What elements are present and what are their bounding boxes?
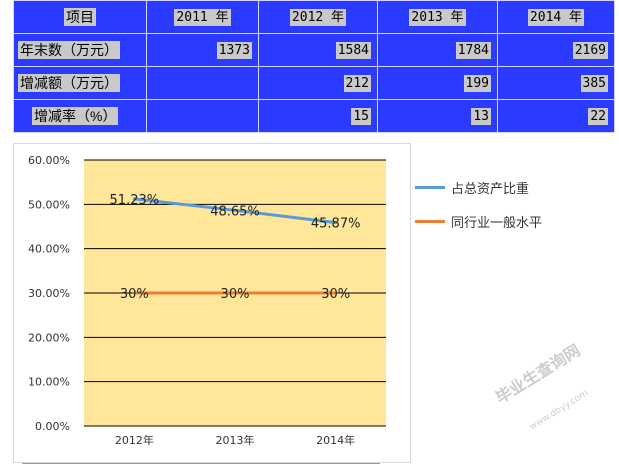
y-tick-label: 10.00% [28,376,70,389]
watermark-url: www.dbyy.com [528,388,591,433]
series-point [233,291,237,295]
data-label: 30% [321,287,350,302]
table-header-row: 项目 2011 年 2012 年 2013 年 2014 年 [13,0,615,34]
table-row: 增减率（%） 15 13 22 [13,99,615,133]
table-cell [146,99,259,133]
legend-label: 同行业一般水平 [451,215,543,231]
legend-item-share: 占总资产比重 [415,170,542,204]
row-label: 增减额（万元） [13,66,147,100]
series-point [132,197,136,201]
data-label: 30% [221,287,250,302]
x-tick-label: 2013年 [216,433,255,447]
table-cell: 1584 [258,33,378,67]
table-cell: 212 [258,66,378,100]
data-label: 48.65% [210,204,260,219]
chart-area: 0.00% 10.00% 20.00% 30.00% 40.00% 50.00% 60.00… [13,143,411,463]
series-point [132,291,136,295]
series-point [233,208,237,212]
table-cell: 13 [377,99,498,133]
x-tick-label: 2014年 [316,433,355,447]
table-cell: 2169 [497,33,615,67]
data-label: 45.87% [311,217,361,232]
header-cell-2012: 2012 年 [258,0,378,34]
data-table: 项目 2011 年 2012 年 2013 年 2014 年 年末数（万元） 1… [13,0,615,133]
y-tick-label: 50.00% [28,198,70,211]
x-tick-label: 2012年 [115,433,154,447]
data-label: 30% [120,287,149,302]
table-cell: 1784 [377,33,498,67]
line-chart: 0.00% 10.00% 20.00% 30.00% 40.00% 50.00% 60.00… [28,154,386,447]
y-tick-label: 30.00% [28,287,70,300]
table-row: 增减额（万元） 212 199 385 [13,66,615,100]
chart-legend: 占总资产比重 同行业一般水平 [415,170,542,238]
y-tick-label: 20.00% [28,331,70,344]
header-cell-item: 项目 [13,0,147,34]
table-cell [146,66,259,100]
table-cell: 1373 [146,33,259,67]
row-label: 增减率（%） [13,99,147,133]
table-cell: 199 [377,66,498,100]
legend-item-industry: 同行业一般水平 [415,204,542,238]
divider [22,463,380,464]
table-cell: 385 [497,66,615,100]
table-cell: 22 [497,99,615,133]
legend-label: 占总资产比重 [451,181,530,197]
row-label: 年末数（万元） [13,33,147,67]
header-cell-2011: 2011 年 [146,0,259,34]
y-tick-label: 40.00% [28,243,70,256]
series-point [334,291,338,295]
legend-swatch-share [415,185,445,189]
y-tick-label: 0.00% [35,420,70,433]
data-label: 51.23% [110,193,160,208]
table-cell: 15 [258,99,378,133]
table-row: 年末数（万元） 1373 1584 1784 2169 [13,33,615,67]
header-cell-2014: 2014 年 [497,0,615,34]
series-point [334,221,338,225]
header-cell-2013: 2013 年 [377,0,498,34]
y-tick-label: 60.00% [28,154,70,167]
legend-swatch-industry [415,219,445,223]
